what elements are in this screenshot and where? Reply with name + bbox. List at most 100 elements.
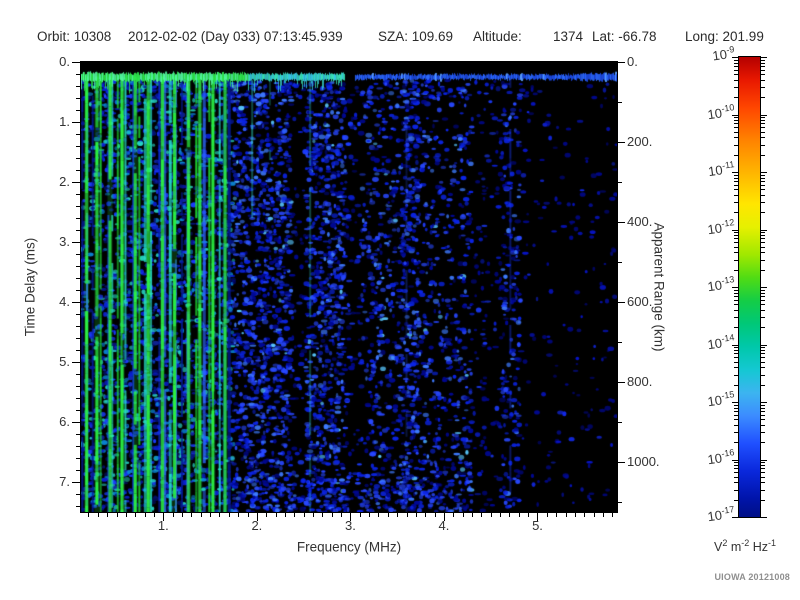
colorbar-tick <box>734 500 738 501</box>
colorbar-tick <box>761 408 765 409</box>
colorbar-tick <box>761 230 767 231</box>
colorbar-tick <box>734 362 738 363</box>
colorbar-tick <box>732 287 738 288</box>
colorbar-tick <box>761 175 765 176</box>
colorbar-tick <box>761 185 765 186</box>
colorbar-tick <box>734 317 738 318</box>
axis-tick <box>76 230 80 231</box>
axis-tick <box>76 374 80 375</box>
axis-tick <box>519 513 520 517</box>
axis-tick <box>528 513 529 517</box>
colorbar-tick <box>734 310 738 311</box>
colorbar-tick <box>761 419 765 420</box>
colorbar-tick <box>761 317 765 318</box>
colorbar-tick <box>734 415 738 416</box>
colorbar-tick <box>734 462 738 463</box>
colorbar-tick <box>732 230 738 231</box>
colorbar-tick <box>761 189 765 190</box>
colorbar-tick <box>734 300 738 301</box>
axis-tick <box>76 398 80 399</box>
axis-tick <box>72 482 80 483</box>
axis-tick <box>173 513 174 517</box>
axis-tick <box>444 513 445 521</box>
axis-tick <box>285 513 286 517</box>
unit-segment: V <box>713 540 723 555</box>
axis-tick <box>618 62 625 63</box>
axis-tick <box>407 513 408 517</box>
colorbar-tick <box>732 402 738 403</box>
y-tick-label: 0. <box>59 54 70 69</box>
axis-tick <box>276 513 277 517</box>
axis-tick <box>294 513 295 517</box>
axis-tick <box>313 513 314 517</box>
axis-tick <box>88 513 89 517</box>
plot-frame <box>80 61 618 513</box>
colorbar-tick <box>734 189 738 190</box>
axis-tick <box>72 362 80 363</box>
axis-tick <box>191 513 192 517</box>
x-tick-label: 1. <box>157 518 169 533</box>
colorbar-tick <box>734 145 738 146</box>
colorbar-tick <box>734 235 738 236</box>
colorbar-tick <box>734 408 738 409</box>
axis-tick <box>76 254 80 255</box>
axis-tick <box>76 314 80 315</box>
colorbar-tick <box>761 287 767 288</box>
axis-tick <box>76 458 80 459</box>
colorbar-tick <box>761 74 765 75</box>
axis-tick <box>618 102 622 103</box>
x-tick-label: 5. <box>532 518 543 533</box>
colorbar-tick-label: 10-14 <box>706 331 735 352</box>
axis-tick <box>126 513 127 517</box>
colorbar-tick <box>761 402 767 403</box>
axis-tick <box>397 513 398 517</box>
colorbar-tick <box>734 74 738 75</box>
colorbar-tick <box>761 468 765 469</box>
axis-tick <box>481 513 482 517</box>
colorbar-tick <box>734 195 738 196</box>
axis-tick <box>154 513 155 517</box>
axis-tick <box>76 194 80 195</box>
colorbar-tick <box>732 115 738 116</box>
axis-tick <box>76 110 80 111</box>
colorbar-tick <box>734 304 738 305</box>
colorbar-tick <box>734 472 738 473</box>
colorbar-tick <box>761 300 765 301</box>
colorbar-tick-label: 10-15 <box>706 389 735 410</box>
colorbar-tick <box>761 270 765 271</box>
colorbar-tick <box>734 80 738 81</box>
y-tick-label: 3. <box>59 234 70 249</box>
colorbar-tick <box>734 175 738 176</box>
colorbar-tick <box>734 120 738 121</box>
axis-tick <box>332 513 333 517</box>
colorbar-tick <box>734 411 738 412</box>
colorbar-tick <box>761 57 767 58</box>
colorbar-tick <box>761 353 765 354</box>
axis-tick <box>201 513 202 517</box>
axis-tick <box>76 98 80 99</box>
colorbar-tick-label: 10-12 <box>706 216 735 237</box>
colorbar-tick <box>761 465 765 466</box>
axis-tick <box>350 513 351 521</box>
colorbar-tick <box>732 517 738 518</box>
axis-tick <box>369 513 370 517</box>
colorbar-tick <box>761 202 765 203</box>
unit-segment: Hz <box>749 540 768 555</box>
unit-segment: -2 <box>741 538 750 548</box>
colorbar <box>738 56 761 518</box>
colorbar-tick <box>761 290 765 291</box>
axis-tick <box>117 513 118 517</box>
unit-segment: -1 <box>768 538 777 548</box>
colorbar-tick <box>761 66 765 67</box>
axis-tick <box>618 502 622 503</box>
credit-text: UIOWA 20121008 <box>714 572 790 582</box>
colorbar-tick <box>761 252 765 253</box>
axis-tick <box>76 146 80 147</box>
colorbar-tick-label: 10-16 <box>706 446 735 467</box>
colorbar-tick <box>734 181 738 182</box>
colorbar-tick <box>734 477 738 478</box>
axis-tick <box>72 302 80 303</box>
colorbar-tick <box>761 127 765 128</box>
colorbar-tick <box>761 425 765 426</box>
colorbar-tick <box>761 350 765 351</box>
